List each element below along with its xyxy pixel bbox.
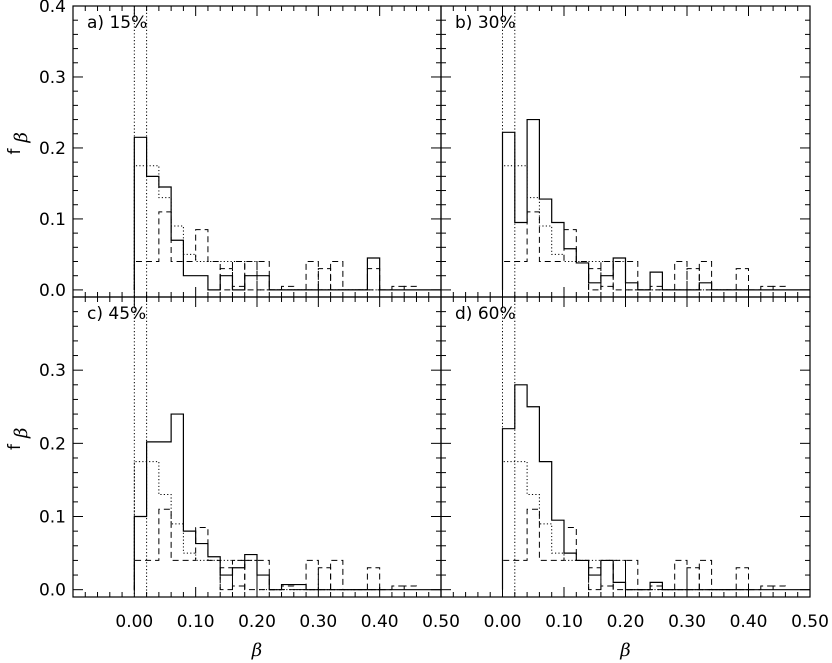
solid-histogram bbox=[133, 413, 441, 591]
y-tick-label-top: 0.1 bbox=[39, 210, 66, 230]
axes-text-group: 0.0 0.1 0.2 0.3 0.4 0.0 0.1 0.2 0.3 0.00 0.10 0.20 0… bbox=[5, 0, 829, 661]
dashed-tail-bin-14 bbox=[391, 585, 405, 590]
dashed-tail-bin-7 bbox=[305, 559, 319, 590]
dashed-tail-bin-7 bbox=[305, 261, 319, 290]
panel-plot-area bbox=[501, 6, 810, 297]
x-tick-label-col-1: 0.50 bbox=[791, 612, 829, 632]
y-axis-label-bottom: fβ bbox=[5, 428, 32, 450]
dashed-tail-bin-2 bbox=[612, 559, 626, 590]
dashed-tail-bin-14 bbox=[760, 585, 774, 590]
dashed-tail-bin-1 bbox=[600, 585, 614, 590]
y-axis-label-top: fβ bbox=[5, 132, 32, 154]
panel-d: d) 60% bbox=[440, 296, 811, 598]
dashed-tail-bin-8 bbox=[317, 567, 332, 590]
dashed-tail-bin-8 bbox=[686, 268, 700, 290]
x-tick-label-col-1: 0.20 bbox=[607, 612, 645, 632]
dashed-tail-bin-0 bbox=[219, 268, 233, 290]
dashed-tail-bin-0 bbox=[588, 268, 602, 290]
panel-label-d: d) 60% bbox=[455, 304, 516, 324]
dashed-tail-bin-9 bbox=[698, 261, 713, 290]
dashed-tail-bin-5 bbox=[281, 585, 295, 590]
dashed-tail-bin-0 bbox=[588, 567, 602, 590]
dashed-tail-bin-15 bbox=[403, 285, 417, 290]
panel-plot-area bbox=[133, 6, 441, 297]
dashed-tail-bin-8 bbox=[686, 567, 700, 590]
solid-histogram bbox=[501, 118, 810, 291]
x-tick-label-col-1: 0.30 bbox=[668, 612, 706, 632]
dashed-tail-bin-2 bbox=[244, 559, 258, 590]
panel-label-a: a) 15% bbox=[87, 13, 147, 33]
dashed-tail-bin-9 bbox=[330, 261, 344, 290]
x-axis-label-col-1: β bbox=[619, 640, 630, 661]
panel-label-c: c) 45% bbox=[87, 304, 146, 324]
y-tick-label-top: 0.0 bbox=[39, 281, 66, 301]
dashed-tail-bin-8 bbox=[317, 268, 332, 290]
x-axis-label-col-0: β bbox=[251, 640, 262, 661]
x-tick-label-col-0: 0.10 bbox=[177, 612, 215, 632]
panel-label-b: b) 30% bbox=[455, 13, 516, 33]
dashed-tail-bin-7 bbox=[674, 261, 688, 290]
x-tick-label-col-0: 0.30 bbox=[299, 612, 337, 632]
panel-plot-area bbox=[133, 297, 441, 597]
x-tick-label-col-1: 0.00 bbox=[484, 612, 522, 632]
dashed-tail-bin-15 bbox=[772, 285, 786, 290]
panel-frame bbox=[72, 5, 442, 298]
panels-group: a) 15% b) 30% c) 45% d) 60% bbox=[72, 5, 811, 598]
x-tick-label-col-0: 0.00 bbox=[115, 612, 153, 632]
y-tick-label-bottom: 0.0 bbox=[39, 581, 66, 601]
y-axis-label-subscript: β bbox=[11, 428, 32, 439]
dashed-tail-bin-1 bbox=[600, 285, 614, 290]
y-tick-label-bottom: 0.1 bbox=[39, 508, 66, 528]
y-tick-label-top: 0.2 bbox=[39, 139, 66, 159]
x-tick-label-col-1: 0.40 bbox=[730, 612, 768, 632]
dashed-tail-bin-14 bbox=[391, 285, 405, 290]
solid-histogram bbox=[501, 384, 810, 591]
dashed-tail-bin-0 bbox=[219, 567, 233, 590]
dotted-reference-histogram bbox=[133, 165, 380, 291]
y-tick-label-top: 0.3 bbox=[39, 68, 66, 88]
y-tick-label-top: 0.4 bbox=[39, 0, 66, 17]
panel-frame bbox=[440, 5, 811, 298]
dashed-tail-bin-14 bbox=[760, 285, 774, 290]
panel-plot-area bbox=[501, 297, 810, 597]
dashed-tail-bin-12 bbox=[366, 268, 381, 290]
dashed-tail-bin-15 bbox=[772, 585, 786, 590]
x-tick-label-col-0: 0.50 bbox=[422, 612, 460, 632]
x-tick-label-col-0: 0.40 bbox=[361, 612, 399, 632]
x-tick-label-col-1: 0.10 bbox=[545, 612, 583, 632]
dashed-tail-bin-7 bbox=[674, 559, 688, 590]
dashed-tail-bin-12 bbox=[735, 268, 749, 290]
dashed-tail-bin-1 bbox=[231, 585, 246, 590]
solid-histogram bbox=[133, 136, 441, 291]
dashed-tail-bin-12 bbox=[366, 567, 381, 590]
dashed-tail-bin-3 bbox=[625, 559, 639, 590]
panel-a: a) 15% bbox=[72, 5, 442, 298]
dashed-tail-bin-5 bbox=[281, 285, 295, 290]
dashed-tail-bin-5 bbox=[649, 585, 663, 590]
dashed-tail-bin-2 bbox=[612, 261, 626, 290]
panel-frame bbox=[72, 296, 442, 598]
dashed-tail-bin-9 bbox=[698, 559, 713, 590]
dashed-tail-bin-15 bbox=[403, 585, 417, 590]
dashed-tail-bin-9 bbox=[330, 559, 344, 590]
dashed-tail-bin-12 bbox=[735, 567, 749, 590]
y-axis-label-subscript: β bbox=[11, 132, 32, 143]
y-axis-label-main: f bbox=[5, 148, 25, 155]
dashed-tail-bin-5 bbox=[649, 285, 663, 290]
y-axis-label-main: f bbox=[5, 443, 25, 450]
panel-c: c) 45% bbox=[72, 296, 442, 598]
y-tick-label-bottom: 0.2 bbox=[39, 434, 66, 454]
panel-frame bbox=[440, 296, 811, 598]
panel-b: b) 30% bbox=[440, 5, 811, 298]
dashed-tail-bin-3 bbox=[625, 261, 639, 290]
x-tick-label-col-0: 0.20 bbox=[238, 612, 276, 632]
y-tick-label-bottom: 0.3 bbox=[39, 361, 66, 381]
